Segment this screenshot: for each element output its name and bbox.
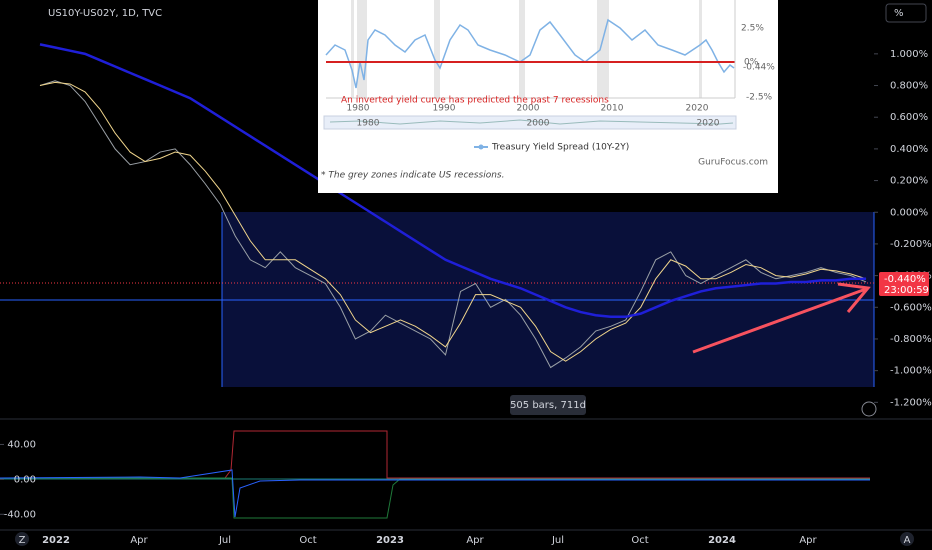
source: GuruFocus.com: [698, 158, 768, 168]
time-label: Apr: [466, 535, 484, 546]
navigator-line: [329, 119, 734, 125]
inset-panel: 2.5% 0% -2.5% -0.44% 1980 1990 2000 2010…: [318, 0, 778, 193]
symbol: US10Y-US02Y, 1D, TVC: [48, 8, 162, 19]
inset-x-label: 2010: [601, 104, 624, 114]
y-tick-label: -0.600%: [890, 302, 932, 313]
ma-long: [39, 43, 866, 319]
alert-icon[interactable]: [861, 401, 877, 417]
recession-band: [597, 0, 609, 98]
y-tick-label: -1.200%: [890, 397, 932, 408]
inset-overlay-label: -0.44%: [743, 63, 775, 73]
osc-blue: [0, 469, 870, 518]
inset-y-label: 2.5%: [741, 24, 764, 34]
y-tick-label: 0.200%: [890, 176, 928, 187]
y-tick-label: -0.200%: [890, 239, 932, 250]
inset-x-label: 1990: [433, 104, 456, 114]
nav-label: 2000: [527, 119, 550, 129]
y-tick-label: -0.800%: [890, 334, 932, 345]
last-price-label: -0.440%: [884, 274, 926, 285]
osc-tick-label: 0.00: [14, 474, 36, 485]
inset-y-label: 0%: [744, 58, 759, 68]
time-label: 2022: [42, 535, 70, 546]
spread-line: [325, 18, 735, 89]
time-label: 2023: [376, 535, 404, 546]
recession-band: [519, 0, 525, 98]
z-button[interactable]: [15, 532, 29, 546]
osc-tick-label: -40.00: [4, 509, 36, 520]
time-label: Oct: [631, 535, 648, 546]
scale-button[interactable]: [885, 3, 927, 23]
inset-y-label: -2.5%: [746, 93, 773, 103]
a-button-label[interactable]: A: [904, 535, 911, 546]
time-label: Jul: [218, 535, 231, 546]
osc-tick-label: 40.00: [7, 439, 36, 450]
y-tick-label: 0.600%: [890, 112, 928, 123]
time-label: Apr: [130, 535, 148, 546]
note: * The grey zones indicate US recessions.: [321, 171, 504, 181]
main-series: [39, 43, 867, 369]
range-badge-label: 505 bars, 711d: [510, 400, 586, 411]
inset-annotation: An inverted yield curve has predicted th…: [341, 96, 609, 106]
last-price-badge: [879, 271, 929, 296]
inset-x-label: 2020: [686, 104, 709, 114]
nav-label: 2020: [697, 119, 720, 129]
legend-dot: [478, 144, 484, 150]
y-tick-label: 0.800%: [890, 81, 928, 92]
recession-band: [351, 0, 354, 98]
y-tick-label: 0.400%: [890, 144, 928, 155]
recession-band: [357, 0, 367, 98]
price-line: [39, 80, 867, 369]
recession-band: [699, 0, 702, 98]
y-tick-label: 0.000%: [890, 207, 928, 218]
countdown: 23:00:59: [884, 285, 929, 296]
a-button[interactable]: [900, 532, 914, 546]
time-label: 2024: [708, 535, 736, 546]
arrow: [692, 287, 867, 354]
inset-x-label: 2000: [517, 104, 540, 114]
arrow-head: [837, 282, 871, 313]
inset-x-label: 1980: [347, 104, 370, 114]
scale-button-label[interactable]: %: [894, 8, 904, 19]
ma-short: [39, 81, 867, 362]
recession-band: [434, 0, 440, 98]
time-label: Apr: [799, 535, 817, 546]
time-label: Jul: [551, 535, 564, 546]
range-badge: [510, 395, 586, 415]
y-tick-label: -1.000%: [890, 366, 932, 377]
legend-label[interactable]: Treasury Yield Spread (10Y-2Y): [491, 143, 629, 153]
nav-label: 1980: [357, 119, 380, 129]
navigator[interactable]: [323, 115, 737, 130]
osc-red: [0, 430, 870, 479]
osc-green: [0, 477, 870, 519]
time-label: Oct: [299, 535, 316, 546]
z-button-label[interactable]: Z: [19, 535, 26, 546]
y-tick-label: 1.000%: [890, 49, 928, 60]
